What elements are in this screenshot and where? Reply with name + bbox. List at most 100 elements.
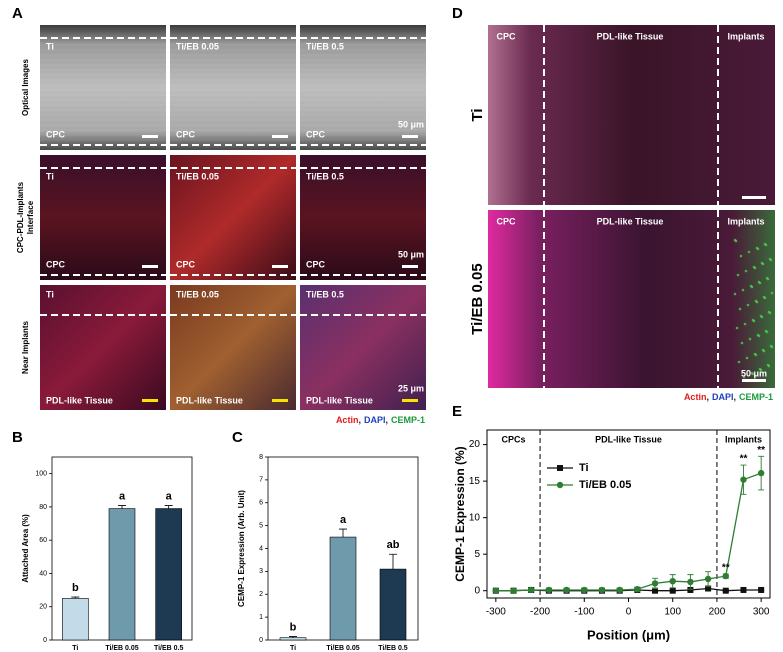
micrograph: [300, 155, 426, 280]
scale-bar: [402, 135, 418, 138]
y-tick-label: 100: [35, 470, 47, 477]
texture: [740, 341, 744, 345]
scale-bar: [142, 265, 158, 268]
region-label: PDL-like Tissue: [595, 434, 662, 444]
significance-label: **: [757, 445, 765, 456]
texture: [738, 307, 742, 311]
error-bar: [71, 596, 80, 599]
texture: [755, 300, 759, 304]
y-tick-label: 5: [259, 522, 263, 529]
texture: [770, 345, 774, 349]
legend-separator: ,: [358, 415, 361, 425]
x-tick-label: Ti: [290, 645, 296, 652]
x-tick-label: Ti/EB 0.5: [154, 645, 184, 652]
marker: [757, 469, 765, 477]
panel-label: D: [452, 5, 463, 22]
x-tick-label: 300: [753, 607, 770, 618]
y-tick-label: 0: [259, 637, 263, 644]
image-label: Ti/EB 0.5: [306, 171, 344, 181]
bar: [108, 508, 136, 641]
texture: [768, 311, 772, 315]
x-tick-label: Ti/EB 0.5: [378, 645, 408, 652]
region-label: CPC: [496, 216, 516, 226]
error-bar: [118, 505, 126, 509]
error-bar: [389, 553, 397, 570]
x-tick-label: Ti: [72, 645, 78, 652]
significance-letter: ab: [387, 539, 400, 551]
marker: [705, 585, 712, 592]
micrograph: [170, 285, 296, 410]
region-label: PDL-like Tissue: [597, 216, 664, 226]
texture: [765, 330, 769, 334]
texture: [752, 319, 756, 323]
y-tick-label: 4: [259, 545, 263, 552]
legend-separator: ,: [385, 415, 388, 425]
legend-label: Actin: [336, 415, 359, 425]
significance-letter: a: [119, 490, 126, 502]
texture: [753, 266, 757, 270]
legend: Actin, DAPI, CEMP-1: [336, 415, 425, 425]
legend-marker: [556, 481, 564, 489]
marker: [616, 586, 623, 594]
marker: [669, 587, 676, 594]
scale-bar: [272, 399, 288, 402]
bar: [279, 637, 307, 641]
marker: [510, 587, 517, 594]
texture: [763, 296, 767, 300]
scale-bar: [272, 265, 288, 268]
x-tick-label: 0: [626, 607, 632, 618]
image-label: CPC: [306, 259, 326, 269]
bar: [379, 568, 407, 641]
y-tick-label: 40: [39, 570, 47, 577]
image-label: Ti/EB 0.05: [176, 41, 219, 51]
micrograph: [170, 25, 296, 150]
scale-label: 50 μm: [398, 249, 424, 259]
significance-letter: a: [166, 490, 173, 502]
image-label: Ti: [46, 289, 54, 299]
micrograph: [488, 210, 775, 388]
micrograph: [40, 25, 166, 150]
image-label: CPC: [306, 129, 326, 139]
row-label: Optical Images: [21, 59, 30, 116]
texture: [743, 322, 747, 326]
region-label: Implants: [727, 31, 764, 41]
y-tick-label: 60: [39, 537, 47, 544]
marker: [581, 586, 588, 594]
texture: [745, 356, 749, 360]
y-tick-label: 6: [259, 500, 263, 507]
legend-marker: [557, 465, 563, 471]
significance-label: **: [740, 454, 748, 465]
scale-label: 50 μm: [398, 119, 424, 129]
texture: [746, 303, 750, 307]
y-tick-label: 20: [469, 439, 481, 450]
bar: [329, 536, 357, 641]
texture: [767, 364, 771, 368]
y-tick-label: 0: [43, 637, 47, 644]
y-tick-label: 2: [259, 591, 263, 598]
error-bar: [339, 528, 347, 538]
marker: [758, 586, 765, 593]
texture: [751, 372, 755, 376]
image-label: CPC: [46, 129, 66, 139]
x-tick-label: -100: [574, 607, 594, 618]
panel-label: A: [12, 5, 23, 22]
texture: [747, 250, 751, 254]
region-label: CPCs: [502, 434, 526, 444]
significance-label: **: [722, 563, 730, 574]
scale-bar: [142, 135, 158, 138]
marker: [740, 586, 747, 593]
texture: [766, 277, 770, 281]
y-tick-label: 10: [469, 512, 481, 523]
image-label: PDL-like Tissue: [46, 395, 113, 405]
texture: [748, 337, 752, 341]
image-label: Ti/EB 0.5: [306, 41, 344, 51]
y-axis-label: CEMP-1 Expression (Arb. Unit): [237, 490, 246, 607]
row-label: Near Implants: [21, 320, 30, 373]
region-label: Implants: [727, 216, 764, 226]
image-label: Ti: [46, 171, 54, 181]
marker: [740, 476, 747, 483]
error-bar: [289, 636, 297, 638]
significance-letter: b: [72, 582, 79, 594]
y-axis-label: CEMP-1 Expression (%): [453, 446, 467, 581]
